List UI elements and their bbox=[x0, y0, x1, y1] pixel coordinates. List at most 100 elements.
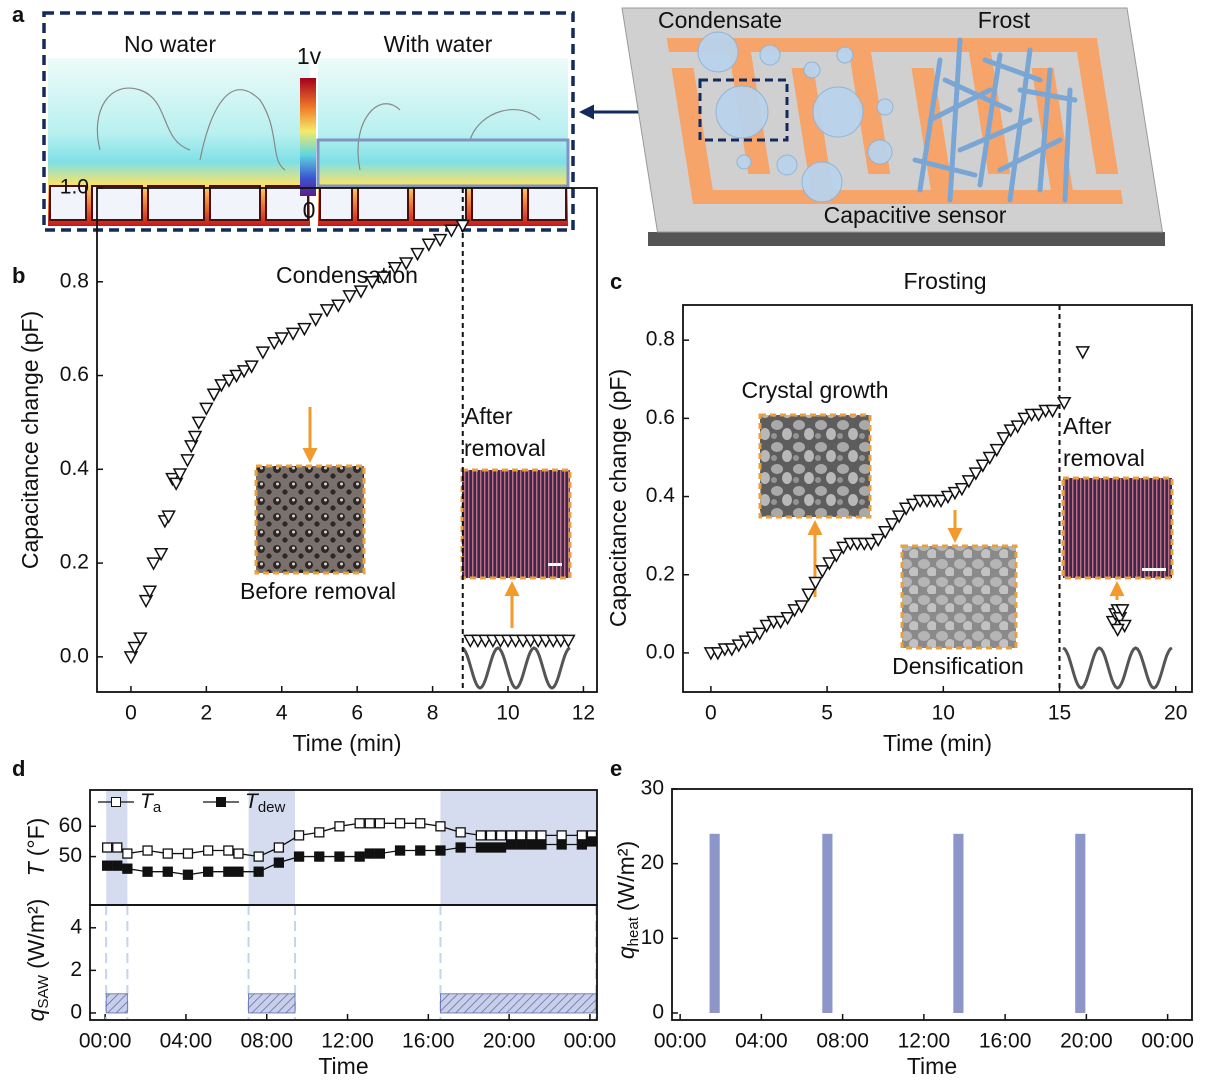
x-tick-label: 16:00 bbox=[402, 1030, 455, 1053]
marker bbox=[803, 589, 815, 600]
marker bbox=[365, 849, 374, 858]
marker bbox=[412, 249, 424, 260]
marker bbox=[557, 840, 566, 849]
x-tick-label: 04:00 bbox=[160, 1030, 213, 1053]
x-tick-label: 6 bbox=[351, 702, 363, 725]
y-tick-label: 0.0 bbox=[646, 640, 675, 663]
marker bbox=[234, 849, 243, 858]
y-tick-label: 4 bbox=[70, 915, 82, 938]
y-tick-label: 0 bbox=[70, 1001, 82, 1024]
marker bbox=[497, 843, 506, 852]
marker bbox=[476, 843, 485, 852]
bar bbox=[440, 994, 596, 1013]
chart: 02400:0004:0008:0012:0016:0020:0000:00Ti… bbox=[70, 905, 616, 1079]
annotation: Crystal growth bbox=[742, 377, 889, 403]
marker bbox=[1112, 624, 1124, 635]
marker bbox=[527, 840, 536, 849]
marker bbox=[103, 843, 112, 852]
y-axis-label: qSAW(W/m²) bbox=[23, 899, 52, 1022]
x-tick-label: 00:00 bbox=[564, 1030, 617, 1053]
marker bbox=[274, 858, 283, 867]
marker bbox=[507, 831, 516, 840]
marker bbox=[200, 403, 212, 414]
marker bbox=[486, 831, 495, 840]
marker bbox=[809, 578, 821, 589]
y-tick-label: 20 bbox=[641, 851, 664, 874]
marker bbox=[456, 828, 465, 837]
y-label-unit: (W/m²) bbox=[613, 841, 639, 911]
marker bbox=[577, 831, 586, 840]
x-tick-label: 00:00 bbox=[79, 1030, 132, 1053]
bar bbox=[1075, 834, 1085, 1013]
marker bbox=[103, 861, 112, 870]
x-tick-label: 5 bbox=[821, 702, 833, 725]
map-title: With water bbox=[384, 31, 493, 57]
x-tick-label: 8 bbox=[427, 702, 439, 725]
annotation: removal bbox=[1063, 445, 1145, 471]
marker bbox=[298, 324, 310, 335]
y-tick-label: 0.2 bbox=[646, 562, 675, 585]
marker bbox=[396, 819, 405, 828]
panel-label: c bbox=[610, 269, 622, 294]
x-tick-label: 12:00 bbox=[898, 1030, 951, 1053]
annotation: Densification bbox=[892, 653, 1024, 679]
marker bbox=[321, 305, 333, 316]
y-label-subscript: SAW bbox=[35, 974, 52, 1008]
marker bbox=[183, 849, 192, 858]
y-tick-label: 0.4 bbox=[646, 484, 676, 507]
marker bbox=[287, 328, 299, 339]
x-tick-label: 2 bbox=[201, 702, 213, 725]
bar bbox=[710, 834, 720, 1013]
marker bbox=[143, 867, 152, 876]
x-tick-label: 4 bbox=[276, 702, 288, 725]
annotation: removal bbox=[464, 435, 546, 461]
annotation: Before removal bbox=[240, 578, 396, 604]
marker bbox=[998, 433, 1010, 444]
y-tick-label: 60 bbox=[59, 814, 82, 837]
marker bbox=[335, 852, 344, 861]
marker bbox=[375, 849, 384, 858]
marker bbox=[416, 819, 425, 828]
marker bbox=[315, 852, 324, 861]
legend-entry: Ta bbox=[140, 790, 162, 816]
legend-marker bbox=[217, 798, 226, 807]
colorbar-label: 1v bbox=[297, 43, 322, 69]
marker bbox=[436, 822, 445, 831]
x-tick-label: 15 bbox=[1048, 702, 1071, 725]
marker bbox=[257, 347, 269, 358]
marker bbox=[344, 291, 356, 302]
marker bbox=[163, 867, 172, 876]
y-axis-label: T(°F) bbox=[23, 818, 49, 877]
marker bbox=[181, 455, 193, 466]
legend-subscript: dew bbox=[258, 799, 286, 816]
marker bbox=[355, 852, 364, 861]
x-tick-label: 12:00 bbox=[321, 1030, 374, 1053]
panel-label: e bbox=[610, 756, 622, 781]
marker bbox=[295, 852, 304, 861]
bar bbox=[822, 834, 832, 1013]
x-tick-label: 20 bbox=[1164, 702, 1187, 725]
marker bbox=[434, 235, 446, 246]
legend-marker bbox=[112, 798, 121, 807]
y-tick-label: 0.8 bbox=[60, 269, 89, 292]
marker bbox=[365, 819, 374, 828]
bar bbox=[249, 994, 295, 1013]
marker bbox=[234, 867, 243, 876]
marker bbox=[123, 864, 132, 873]
plot-frame bbox=[672, 789, 1192, 1020]
marker bbox=[476, 831, 485, 840]
marker bbox=[295, 831, 304, 840]
y-label-symbol: q bbox=[613, 946, 639, 959]
sensor-label: Capacitive sensor bbox=[824, 202, 1007, 228]
marker bbox=[375, 819, 384, 828]
marker bbox=[274, 843, 283, 852]
legend-subscript: a bbox=[153, 799, 162, 816]
marker bbox=[396, 846, 405, 855]
marker bbox=[423, 239, 435, 250]
marker bbox=[507, 840, 516, 849]
y-tick-label: 50 bbox=[59, 844, 82, 867]
marker bbox=[486, 843, 495, 852]
marker bbox=[587, 837, 596, 846]
